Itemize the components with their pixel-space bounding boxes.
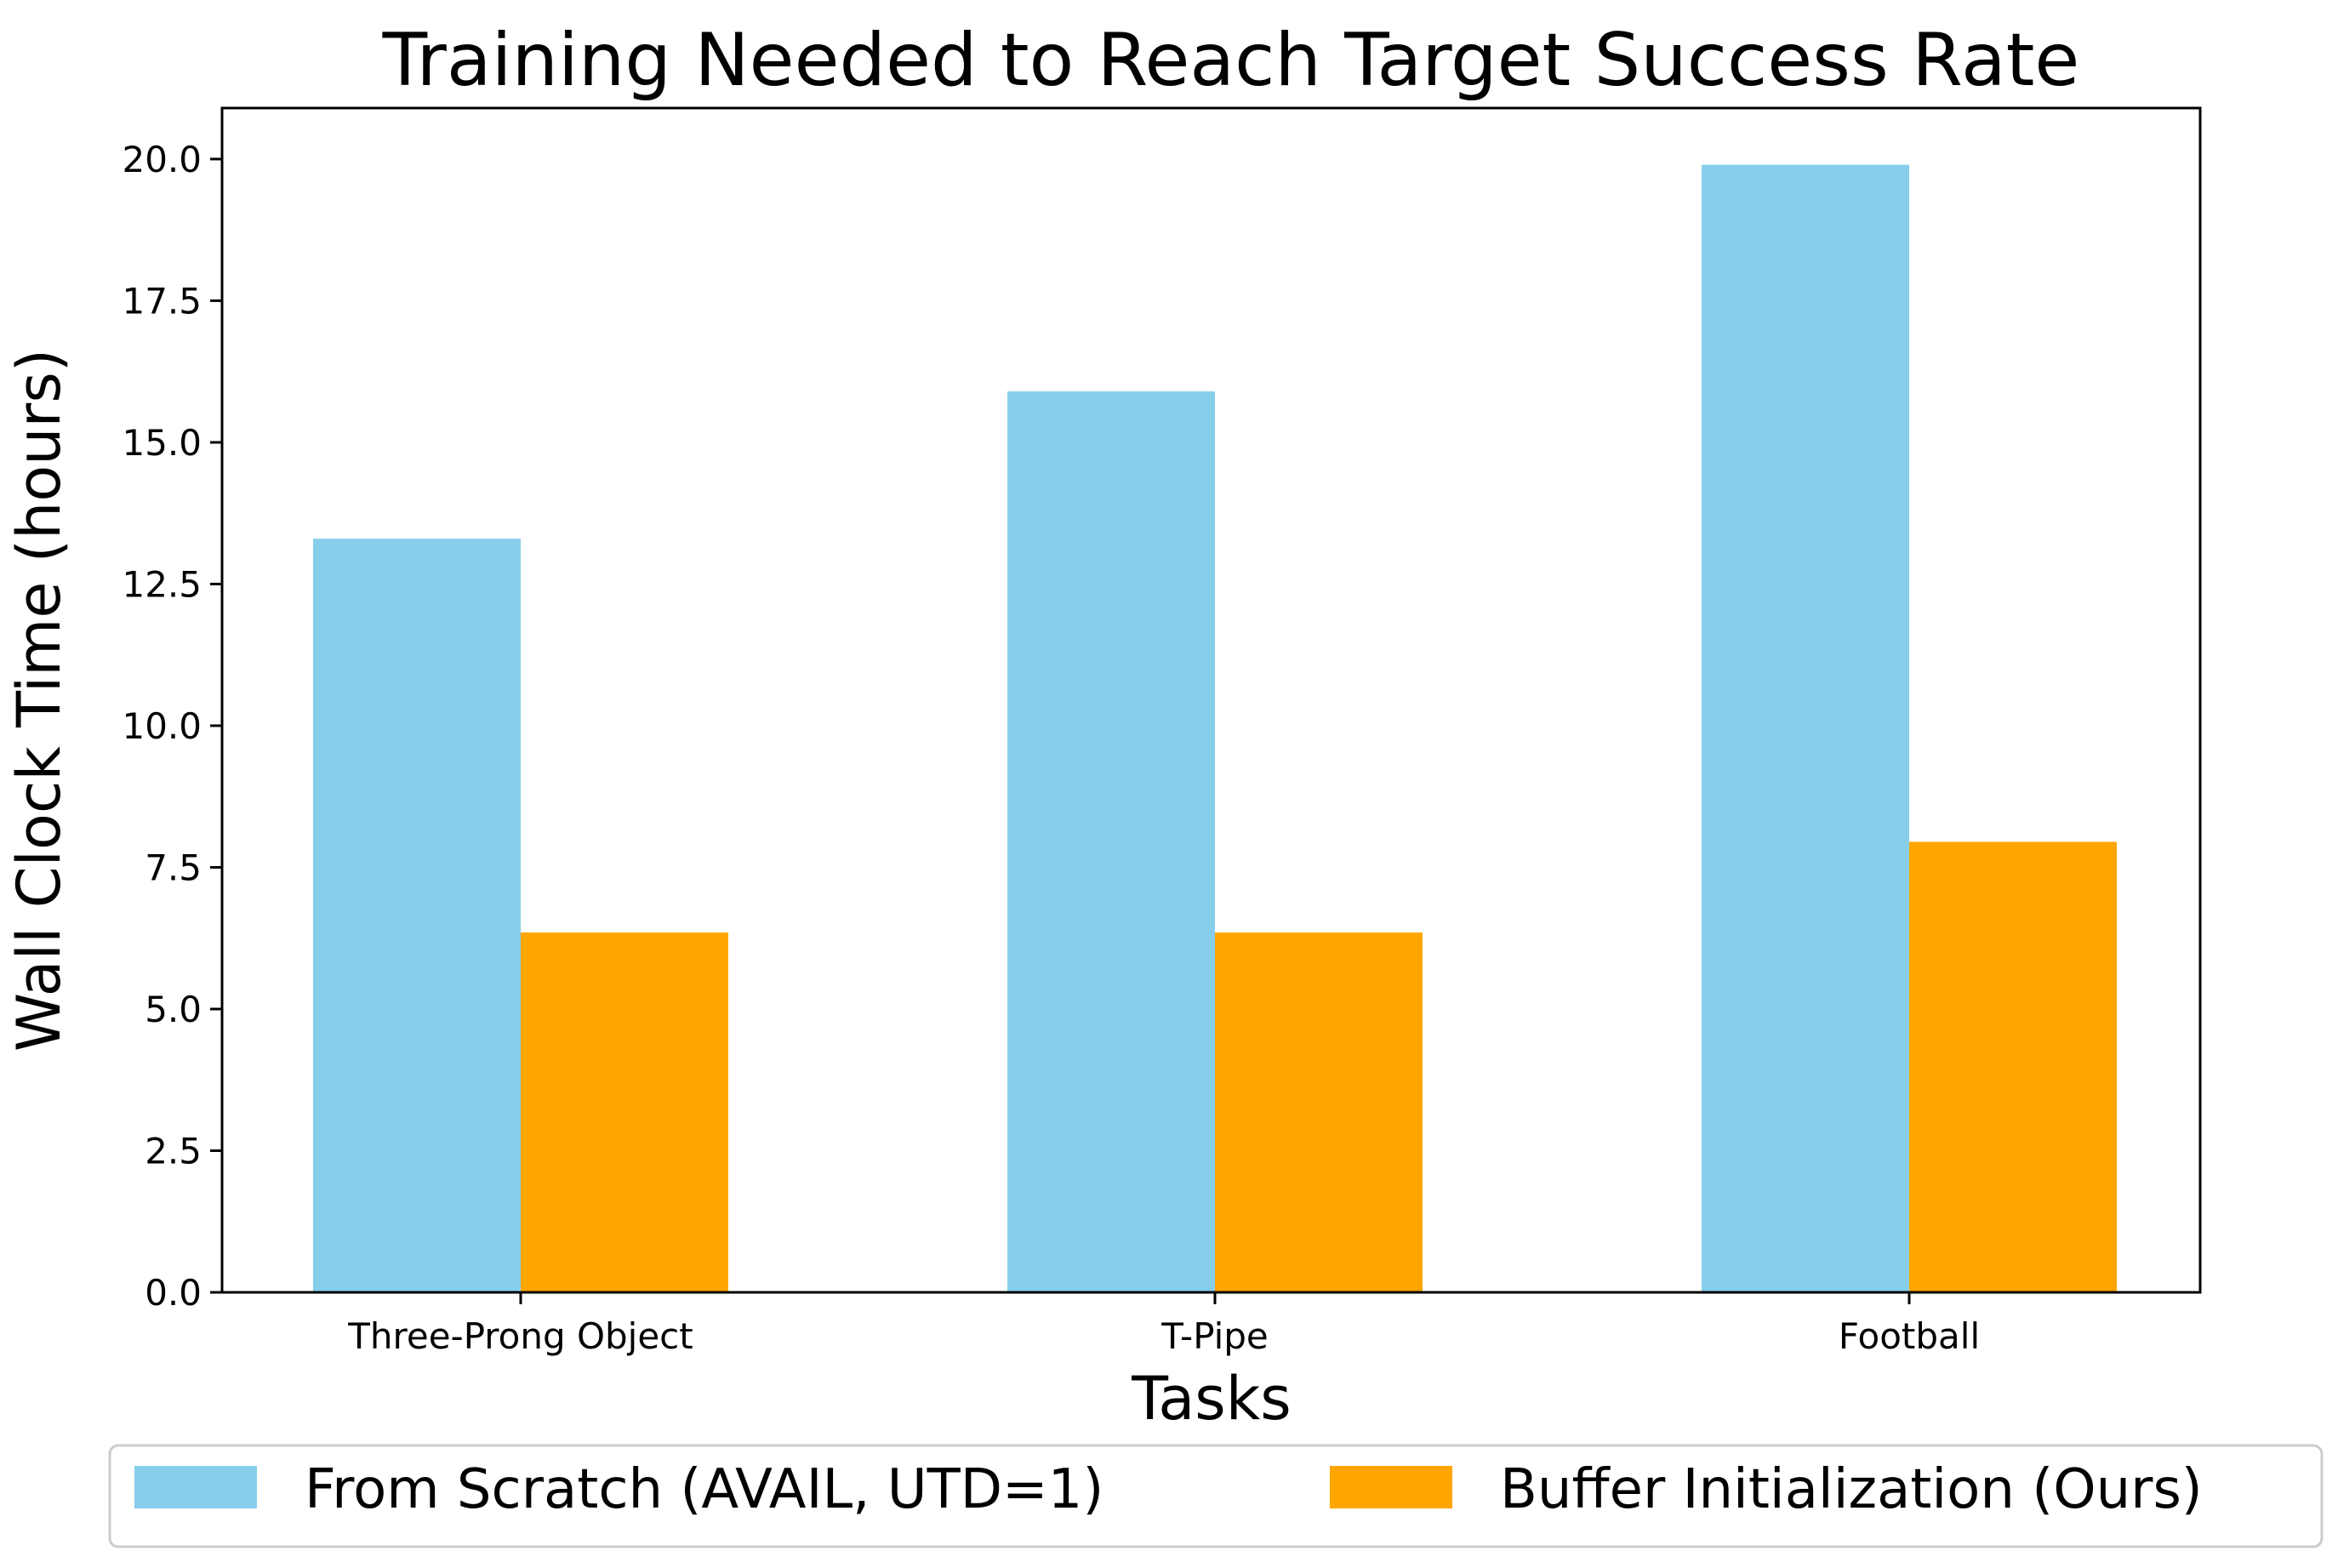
x-tick-label: Three-Prong Object [347,1315,693,1357]
x-axis-label: Tasks [1131,1364,1292,1434]
y-tick-label: 0.0 [145,1272,202,1314]
x-tick-label: T-Pipe [1160,1315,1269,1357]
chart-title: Training Needed to Reach Target Success … [382,18,2080,103]
bar-buffer-init-1 [1215,932,1423,1292]
legend-swatch-0 [134,1466,257,1508]
y-axis-ticks: 0.0 2.5 5.0 7.5 10.0 12.5 15.0 17.5 20.0 [122,139,222,1314]
y-tick-label: 20.0 [122,139,202,180]
y-tick-label: 17.5 [122,280,202,322]
y-tick-label: 12.5 [122,563,202,605]
y-tick-label: 7.5 [145,847,202,888]
plot-frame [220,106,2202,1294]
legend-swatch-1 [1330,1466,1452,1508]
y-axis-label: Wall Clock Time (hours) [4,349,74,1052]
y-tick-label: 15.0 [122,422,202,464]
bar-buffer-init-0 [521,932,728,1292]
y-tick-label: 2.5 [145,1130,202,1172]
legend: From Scratch (AVAIL, UTD=1) Buffer Initia… [108,1444,2324,1548]
legend-items: From Scratch (AVAIL, UTD=1) Buffer Initia… [134,1458,2203,1521]
bars-group [313,164,2117,1292]
legend-frame [108,1444,2324,1548]
bar-from-scratch-0 [313,539,521,1292]
x-tick-label: Football [1839,1315,1980,1357]
bar-from-scratch-1 [1007,391,1215,1292]
x-axis-ticks: Three-Prong Object T-Pipe Football [347,1292,1980,1357]
y-tick-label: 5.0 [145,989,202,1030]
bar-buffer-init-2 [1909,841,2117,1292]
y-tick-label: 10.0 [122,705,202,747]
legend-label-0: From Scratch (AVAIL, UTD=1) [305,1458,1103,1521]
legend-label-1: Buffer Initialization (Ours) [1500,1458,2203,1521]
bar-from-scratch-2 [1702,164,1909,1292]
